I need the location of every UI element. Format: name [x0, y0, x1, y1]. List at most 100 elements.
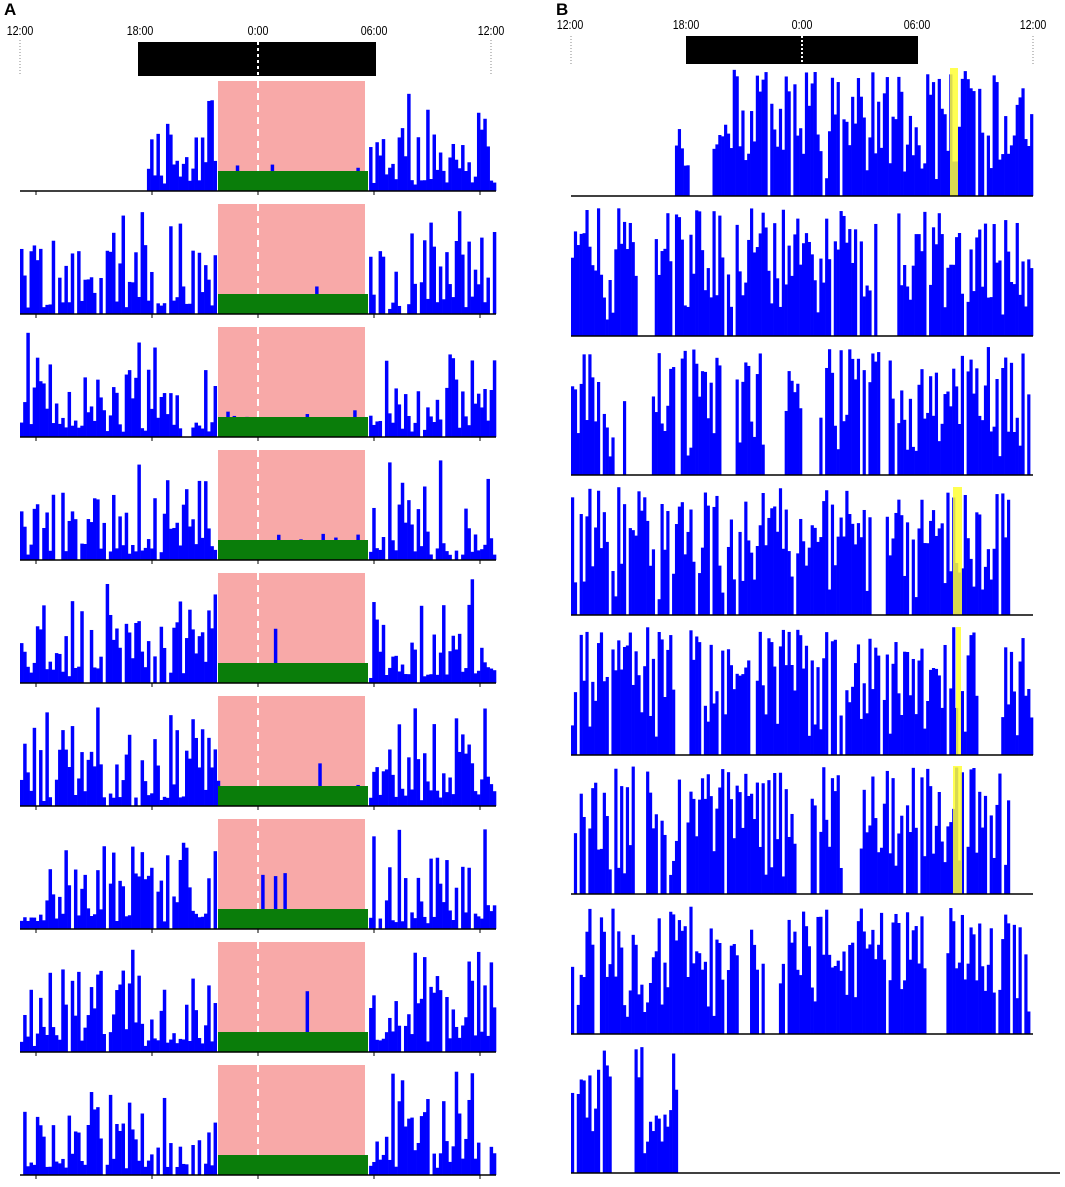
activity-bar — [204, 1163, 208, 1175]
activity-bar — [571, 725, 575, 755]
activity-bar — [594, 527, 598, 615]
activity-bar — [657, 599, 661, 615]
activity-bar — [58, 896, 62, 929]
activity-bar — [188, 609, 192, 683]
activity-bar — [747, 540, 751, 615]
activity-bar — [403, 156, 408, 191]
activity-bar — [761, 79, 765, 196]
activity-bar — [388, 462, 392, 560]
activity-bar — [657, 918, 661, 1034]
activity-bar — [622, 646, 627, 755]
activity-bar — [934, 535, 939, 615]
activity-bar — [778, 488, 783, 615]
activity-bar — [181, 673, 186, 683]
activity-bar — [787, 836, 791, 894]
activity-bar — [181, 796, 186, 806]
activity-bar — [732, 944, 736, 1034]
activity-bar — [761, 963, 765, 1034]
activity-bar — [879, 912, 884, 1034]
activity-bar — [946, 391, 950, 475]
activity-bar — [721, 769, 725, 894]
activity-bar — [492, 232, 497, 314]
activity-bar — [790, 576, 794, 615]
activity-bar — [1015, 735, 1019, 755]
activity-bar — [926, 768, 930, 894]
activity-bar — [464, 1017, 468, 1052]
activity-bar — [416, 1142, 421, 1175]
activity-bar — [724, 124, 728, 196]
activity-bar — [830, 967, 835, 1034]
activity-bar — [640, 510, 644, 615]
activity-bar — [124, 307, 129, 314]
activity-bar — [654, 1115, 658, 1173]
activity-bar — [29, 424, 33, 437]
activity-bar — [45, 512, 49, 560]
activity-bar — [32, 245, 37, 314]
activity-bar — [175, 902, 179, 929]
activity-bar — [194, 422, 198, 437]
activity-bar — [793, 843, 797, 894]
activity-bar — [591, 944, 595, 1034]
activity-bar — [1007, 499, 1011, 615]
activity-bar — [810, 660, 814, 755]
activity-bar — [156, 1147, 160, 1175]
highlight-band — [956, 627, 961, 755]
activity-bar — [397, 305, 402, 314]
activity-bar — [92, 766, 97, 806]
activity-bar — [888, 555, 892, 615]
activity-bar — [966, 963, 970, 1034]
activity-bar — [83, 377, 87, 437]
activity-bar — [637, 675, 641, 755]
activity-bar — [631, 766, 635, 894]
activity-bar — [153, 175, 157, 191]
activity-bar — [61, 730, 65, 806]
activity-bar — [741, 674, 745, 755]
activity-bar — [492, 905, 497, 929]
activity-bar — [669, 911, 673, 1034]
activity-bar — [591, 377, 595, 475]
activity-bar — [413, 283, 417, 314]
activity-bar — [660, 639, 664, 755]
activity-bar — [911, 930, 915, 1034]
activity-bar — [755, 75, 759, 196]
activity-bar — [194, 137, 198, 191]
activity-bar — [666, 649, 670, 755]
activity-bar — [77, 971, 81, 1052]
activity-bar — [480, 1031, 484, 1052]
activity-bar — [750, 793, 754, 894]
activity-bar — [476, 951, 481, 1052]
activity-bar — [185, 303, 189, 314]
activity-bar — [476, 112, 481, 191]
activity-bar — [579, 634, 583, 755]
activity-bar — [467, 528, 471, 560]
activity-bar — [992, 224, 996, 336]
activity-bar — [819, 417, 823, 475]
activity-bar — [842, 421, 846, 475]
activity-bar — [146, 875, 151, 929]
activity-bar — [476, 670, 481, 683]
activity-bar — [1001, 717, 1005, 755]
activity-bar — [156, 133, 160, 191]
activity-bar — [42, 383, 46, 437]
activity-bar — [672, 573, 676, 615]
activity-bar — [672, 367, 676, 475]
activity-bar — [169, 528, 173, 560]
activity-bar — [874, 959, 878, 1034]
activity-bar — [86, 759, 91, 806]
activity-bar — [394, 1166, 398, 1175]
activity-bar — [900, 715, 904, 755]
activity-bar — [391, 302, 395, 314]
activity-bar — [995, 262, 999, 336]
activity-bar — [813, 527, 817, 615]
activity-bar — [457, 427, 462, 437]
activity-bar — [903, 651, 907, 755]
activity-bar — [73, 794, 78, 806]
activity-bar — [181, 1039, 186, 1052]
activity-bar — [770, 867, 774, 894]
activity-bar — [61, 913, 65, 929]
activity-bar — [118, 797, 122, 806]
activity-bar — [726, 546, 731, 615]
activity-bar — [853, 379, 858, 475]
activity-bar — [721, 979, 725, 1034]
activity-bar — [372, 182, 376, 191]
